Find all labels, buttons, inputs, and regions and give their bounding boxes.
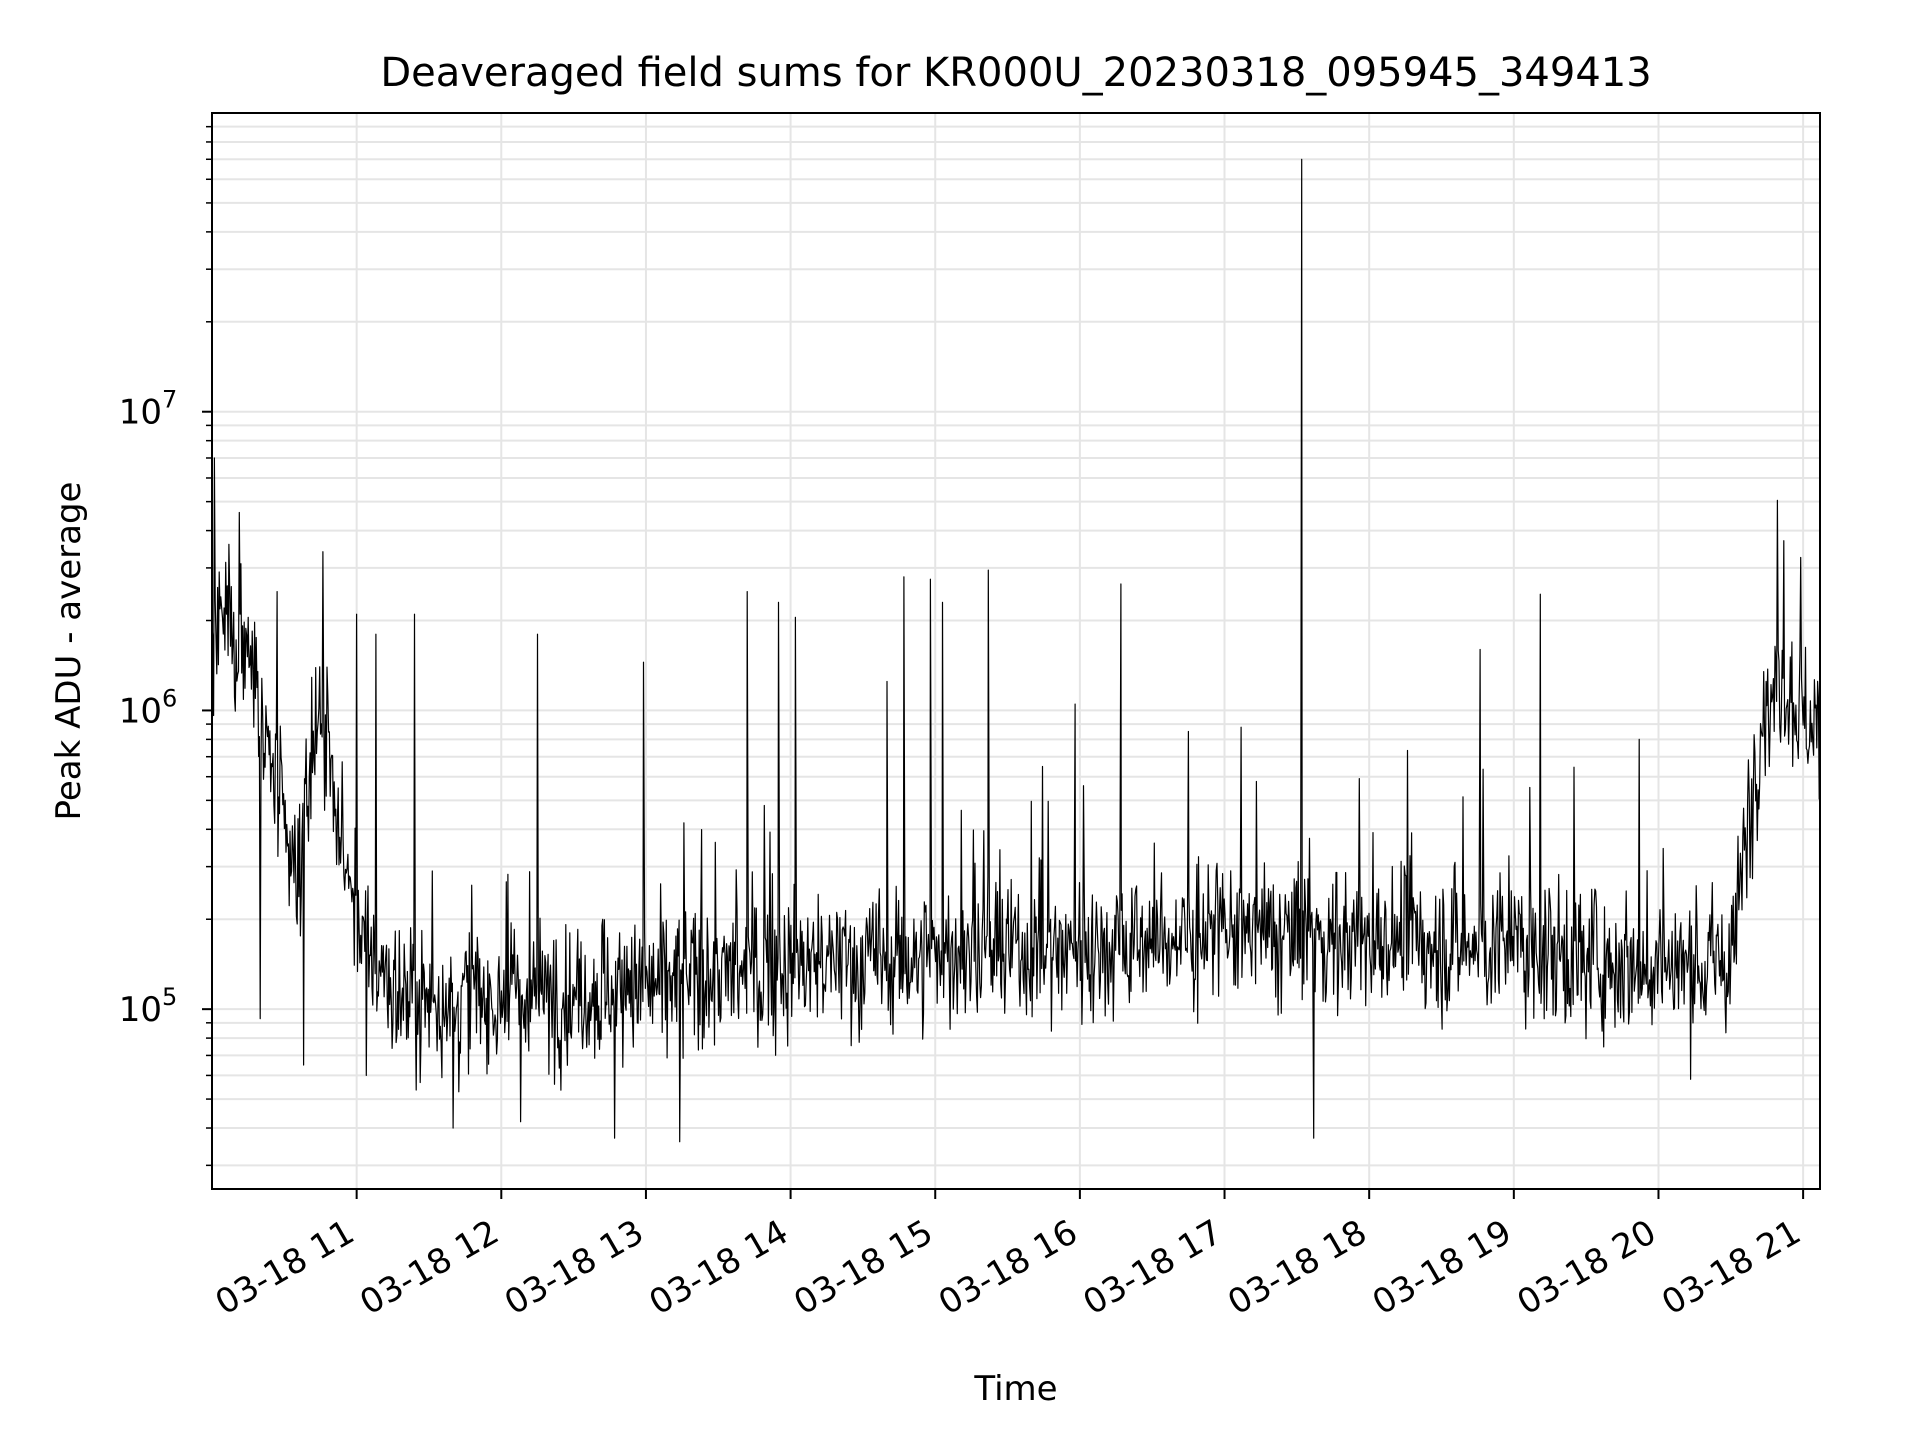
- plot-area: [211, 158, 1821, 1143]
- plot-frame: [211, 112, 1821, 1190]
- chart-title: Deaveraged field sums for KR000U_2023031…: [380, 50, 1651, 96]
- y-tick-label: 107: [119, 386, 178, 433]
- series-line: [211, 158, 1821, 1143]
- x-axis-label: Time: [973, 1369, 1057, 1409]
- y-tick-label: 105: [119, 983, 178, 1030]
- y-tick-label: 106: [119, 684, 178, 731]
- y-axis-ticks: 105 106 107: [119, 125, 212, 1167]
- y-axis-label: Peak ADU - average: [49, 482, 89, 821]
- grid: [212, 113, 1820, 1189]
